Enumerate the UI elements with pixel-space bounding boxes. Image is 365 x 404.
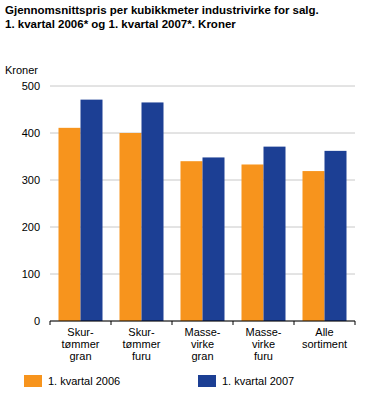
bar (264, 147, 286, 321)
x-tick-label: Allesortiment (302, 326, 347, 350)
x-tick-label: Skur-tømmergran (62, 326, 100, 362)
legend-swatch (198, 375, 216, 387)
x-tick-label: Skur-tømmerfuru (123, 326, 161, 362)
title-line: 1. kvartal 2006* og 1. kvartal 2007*. Kr… (5, 18, 236, 30)
bar (81, 100, 103, 321)
x-tick-line: Skur- (67, 326, 94, 338)
x-tick (172, 321, 173, 325)
bars (59, 100, 347, 321)
bar (59, 128, 81, 321)
chart: Gjennomsnittspris per kubikkmeter indust… (0, 0, 365, 404)
y-tick-label: 100 (22, 268, 40, 280)
y-tick-label: 500 (22, 80, 40, 92)
x-tick-line: gran (191, 350, 213, 362)
x-tick-line: furu (132, 350, 151, 362)
x-tick-line: Masse- (184, 326, 220, 338)
y-tick-label: 0 (34, 315, 40, 327)
x-tick-line: gran (69, 350, 91, 362)
x-tick-label: Masse-virkefuru (245, 326, 281, 362)
bar (325, 151, 347, 321)
title-line: Gjennomsnittspris per kubikkmeter indust… (5, 4, 319, 16)
chart-container: Gjennomsnittspris per kubikkmeter indust… (0, 0, 365, 404)
x-tick (233, 321, 234, 325)
bar (142, 102, 164, 321)
legend-label: 1. kvartal 2007 (222, 375, 294, 387)
x-tick-line: tømmer (62, 338, 100, 350)
x-tick-label: Masse-virkegran (184, 326, 220, 362)
bar (181, 161, 203, 321)
x-tick (111, 321, 112, 325)
legend-label: 1. kvartal 2006 (48, 375, 120, 387)
x-tick-line: sortiment (302, 338, 347, 350)
x-tick-line: Alle (315, 326, 333, 338)
x-tick (294, 321, 295, 325)
bar (203, 157, 225, 321)
bar (242, 164, 264, 321)
x-tick-line: Skur- (128, 326, 155, 338)
x-tick-line: virke (191, 338, 214, 350)
x-tick-line: tømmer (123, 338, 161, 350)
x-tick-line: furu (254, 350, 273, 362)
x-tick (50, 321, 51, 325)
x-tick-line: Masse- (245, 326, 281, 338)
y-tick-label: 200 (22, 221, 40, 233)
legend-swatch (24, 375, 42, 387)
title: Gjennomsnittspris per kubikkmeter indust… (5, 4, 319, 30)
x-tick-line: virke (252, 338, 275, 350)
grid-line (50, 86, 355, 87)
y-tick-label: 300 (22, 174, 40, 186)
bar (303, 171, 325, 321)
x-axis (50, 321, 355, 322)
x-tick (355, 321, 356, 325)
y-axis-label: Kroner (5, 64, 38, 76)
y-tick-label: 400 (22, 127, 40, 139)
grid-line (50, 321, 355, 322)
bar (120, 133, 142, 321)
